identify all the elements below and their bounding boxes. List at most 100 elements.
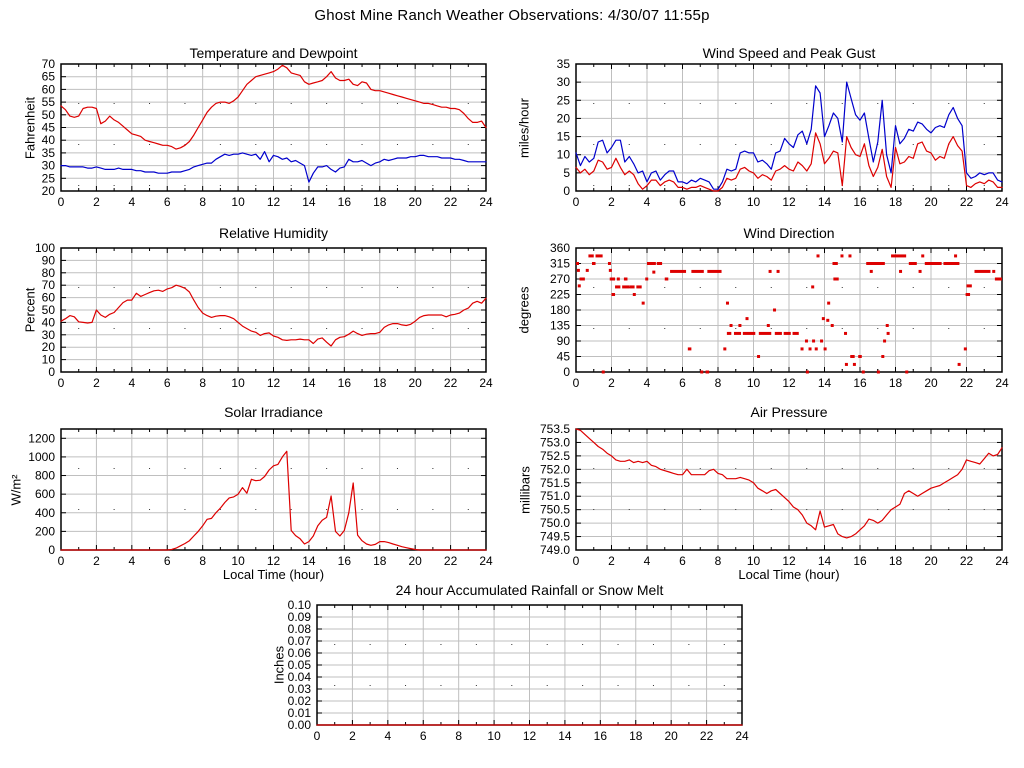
svg-text:16: 16 xyxy=(853,554,867,568)
svg-text:4: 4 xyxy=(644,376,651,390)
svg-text:60: 60 xyxy=(42,291,56,305)
svg-text:40: 40 xyxy=(42,133,56,147)
svg-text:0.03: 0.03 xyxy=(288,682,312,696)
svg-text:14: 14 xyxy=(302,195,316,209)
svg-text:45: 45 xyxy=(42,121,56,135)
svg-text:8: 8 xyxy=(199,195,206,209)
svg-text:60: 60 xyxy=(42,82,56,96)
svg-text:180: 180 xyxy=(550,303,570,317)
svg-text:10: 10 xyxy=(487,729,501,743)
svg-text:2: 2 xyxy=(93,554,100,568)
svg-text:360: 360 xyxy=(550,241,570,255)
svg-text:14: 14 xyxy=(818,376,832,390)
svg-text:24: 24 xyxy=(479,195,493,209)
chart-title-temperature-dewpoint: Temperature and Dewpoint xyxy=(189,45,358,61)
svg-text:20: 20 xyxy=(408,376,422,390)
svg-text:400: 400 xyxy=(35,506,55,520)
svg-text:0.07: 0.07 xyxy=(288,634,312,648)
svg-text:4: 4 xyxy=(128,376,135,390)
x-axis-label-pressure: Local Time (hour) xyxy=(738,567,840,582)
svg-text:0: 0 xyxy=(58,554,65,568)
svg-text:22: 22 xyxy=(444,376,458,390)
svg-text:749.0: 749.0 xyxy=(540,543,570,557)
svg-text:8: 8 xyxy=(199,554,206,568)
svg-text:10: 10 xyxy=(231,376,245,390)
svg-text:18: 18 xyxy=(373,376,387,390)
svg-text:750.0: 750.0 xyxy=(540,516,570,530)
svg-text:55: 55 xyxy=(42,95,56,109)
chart-title-wind-direction: Wind Direction xyxy=(743,225,835,241)
svg-text:30: 30 xyxy=(42,328,56,342)
rainfall-plot: 0.000.010.020.030.040.050.060.070.080.09… xyxy=(288,598,749,743)
svg-text:16: 16 xyxy=(853,195,867,209)
svg-text:20: 20 xyxy=(924,195,938,209)
svg-text:8: 8 xyxy=(715,376,722,390)
svg-text:24: 24 xyxy=(995,195,1009,209)
svg-text:0.08: 0.08 xyxy=(288,622,312,636)
svg-text:4: 4 xyxy=(644,554,651,568)
svg-text:2: 2 xyxy=(93,195,100,209)
svg-text:12: 12 xyxy=(782,195,796,209)
svg-text:6: 6 xyxy=(164,554,171,568)
svg-text:6: 6 xyxy=(679,195,686,209)
svg-text:2: 2 xyxy=(349,729,356,743)
svg-text:10: 10 xyxy=(747,554,761,568)
svg-text:22: 22 xyxy=(700,729,714,743)
svg-text:0: 0 xyxy=(48,365,55,379)
svg-text:749.5: 749.5 xyxy=(540,530,570,544)
svg-text:65: 65 xyxy=(42,70,56,84)
svg-text:70: 70 xyxy=(42,278,56,292)
svg-text:14: 14 xyxy=(558,729,572,743)
svg-text:752.5: 752.5 xyxy=(540,449,570,463)
svg-text:225: 225 xyxy=(550,288,570,302)
svg-text:800: 800 xyxy=(35,469,55,483)
svg-text:10: 10 xyxy=(42,353,56,367)
chart-title-relative-humidity: Relative Humidity xyxy=(219,225,328,241)
svg-text:22: 22 xyxy=(444,554,458,568)
svg-text:10: 10 xyxy=(747,376,761,390)
svg-text:14: 14 xyxy=(302,554,316,568)
svg-text:1000: 1000 xyxy=(28,450,55,464)
svg-text:0.01: 0.01 xyxy=(288,706,312,720)
svg-text:70: 70 xyxy=(42,57,56,71)
svg-text:4: 4 xyxy=(128,554,135,568)
svg-text:22: 22 xyxy=(960,554,974,568)
svg-text:200: 200 xyxy=(35,524,55,538)
svg-text:0.10: 0.10 xyxy=(288,598,312,612)
svg-text:18: 18 xyxy=(629,729,643,743)
svg-text:35: 35 xyxy=(557,57,571,71)
svg-text:5: 5 xyxy=(563,166,570,180)
svg-text:90: 90 xyxy=(42,253,56,267)
svg-text:20: 20 xyxy=(408,554,422,568)
svg-text:0.09: 0.09 xyxy=(288,610,312,624)
svg-text:753.0: 753.0 xyxy=(540,435,570,449)
svg-text:752.0: 752.0 xyxy=(540,462,570,476)
svg-text:0: 0 xyxy=(573,376,580,390)
svg-text:2: 2 xyxy=(608,376,615,390)
svg-text:0: 0 xyxy=(573,554,580,568)
svg-text:12: 12 xyxy=(523,729,537,743)
svg-text:135: 135 xyxy=(550,319,570,333)
svg-text:90: 90 xyxy=(557,334,571,348)
svg-text:10: 10 xyxy=(747,195,761,209)
svg-text:8: 8 xyxy=(715,195,722,209)
svg-text:10: 10 xyxy=(557,148,571,162)
svg-text:4: 4 xyxy=(644,195,651,209)
svg-text:18: 18 xyxy=(889,554,903,568)
svg-text:0: 0 xyxy=(314,729,321,743)
svg-text:0.00: 0.00 xyxy=(288,718,312,732)
svg-text:1200: 1200 xyxy=(28,431,55,445)
svg-text:20: 20 xyxy=(557,111,571,125)
svg-text:12: 12 xyxy=(782,376,796,390)
svg-text:753.5: 753.5 xyxy=(540,422,570,436)
svg-text:18: 18 xyxy=(373,195,387,209)
svg-text:4: 4 xyxy=(384,729,391,743)
svg-text:20: 20 xyxy=(664,729,678,743)
svg-text:30: 30 xyxy=(42,159,56,173)
svg-text:2: 2 xyxy=(608,554,615,568)
chart-title-air-pressure: Air Pressure xyxy=(750,404,828,420)
svg-text:80: 80 xyxy=(42,266,56,280)
